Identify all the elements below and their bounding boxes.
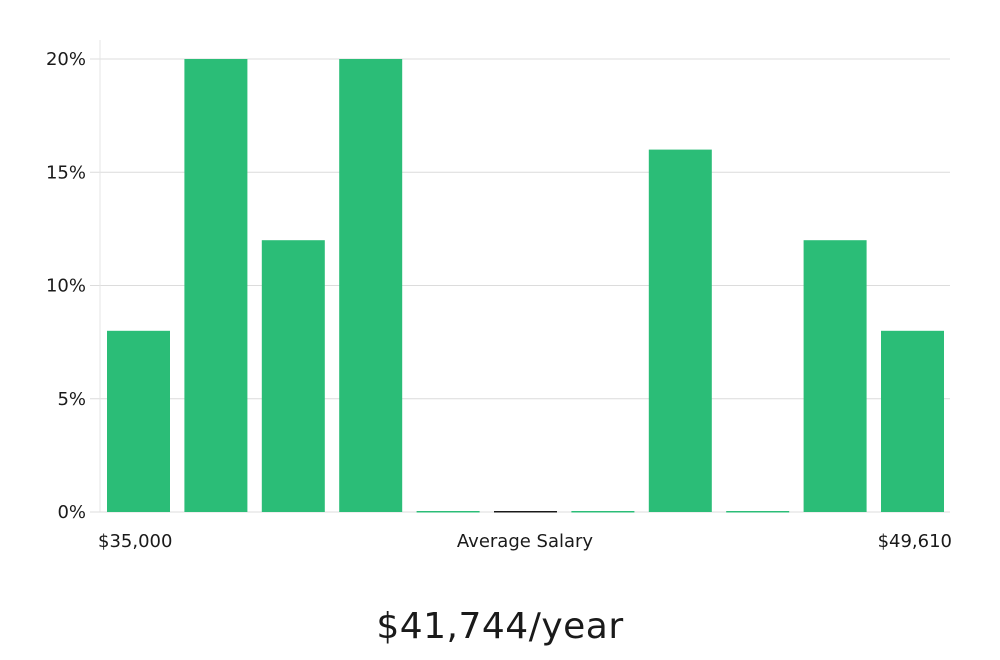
salary-bar [881, 330, 944, 512]
y-tick-label: 15% [46, 162, 86, 183]
y-tick-label: 0% [57, 502, 86, 523]
salary-bar [803, 240, 867, 512]
salary-bar [726, 511, 790, 513]
salary-bar [107, 330, 170, 512]
salary-bar [184, 59, 248, 512]
x-min-label: $35,000 [98, 531, 172, 552]
salary-bar [261, 240, 325, 512]
salary-bar [571, 511, 635, 513]
x-max-label: $49,610 [878, 531, 952, 552]
y-tick-label: 5% [57, 389, 86, 410]
bars [107, 59, 944, 513]
salary-bar [648, 149, 712, 512]
x-center-label: Average Salary [457, 531, 594, 552]
y-tick-label: 10% [46, 276, 86, 297]
average-salary-headline: $41,744/year [376, 606, 624, 647]
salary-bar [416, 511, 480, 513]
y-tick-label: 20% [46, 49, 86, 70]
y-axis: 0% 5% 10% 15% 20% [46, 40, 101, 523]
average-salary-marker-bar [494, 511, 557, 513]
salary-histogram-chart: 0% 5% 10% 15% 20% $35,000 Average Salary $49… [46, 40, 952, 552]
salary-bar [339, 59, 403, 512]
